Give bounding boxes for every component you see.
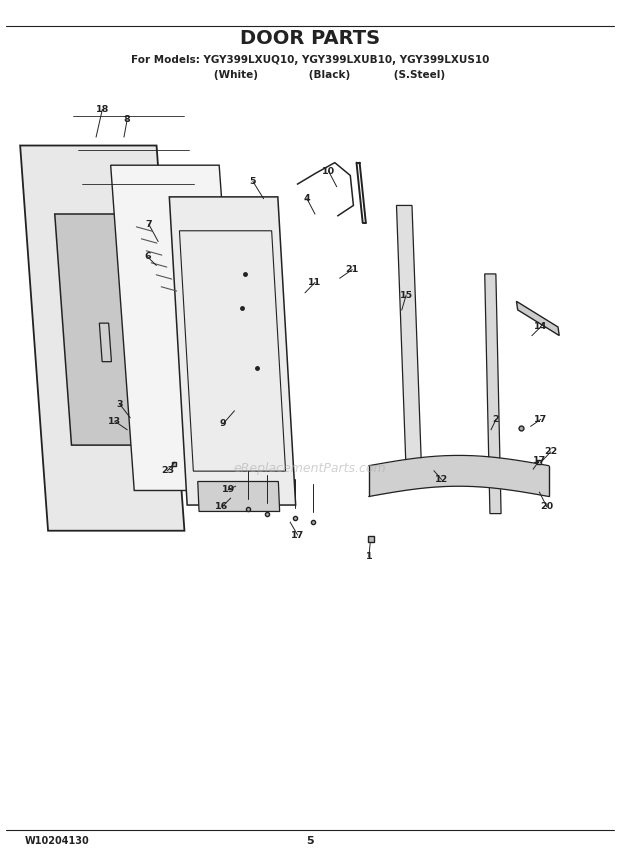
Text: 10: 10 — [322, 167, 335, 175]
Text: 12: 12 — [435, 475, 448, 484]
Polygon shape — [397, 205, 422, 479]
Polygon shape — [99, 324, 112, 361]
Text: 16: 16 — [215, 502, 229, 511]
Text: 7: 7 — [146, 220, 152, 229]
Text: 19: 19 — [221, 485, 235, 494]
Text: 2: 2 — [493, 415, 499, 424]
Text: DOOR PARTS: DOOR PARTS — [240, 29, 380, 48]
Text: 1: 1 — [366, 552, 372, 561]
Text: 8: 8 — [124, 116, 130, 124]
Text: 6: 6 — [144, 253, 151, 261]
Text: 4: 4 — [304, 194, 310, 203]
Text: 22: 22 — [544, 448, 557, 456]
Text: 13: 13 — [108, 417, 122, 425]
Polygon shape — [55, 214, 156, 445]
Text: W10204130: W10204130 — [25, 835, 89, 846]
Polygon shape — [110, 165, 242, 490]
Text: 14: 14 — [534, 323, 547, 331]
Text: 17: 17 — [534, 415, 547, 424]
Polygon shape — [169, 197, 296, 505]
Text: For Models: YGY399LXUQ10, YGY399LXUB10, YGY399LXUS10: For Models: YGY399LXUQ10, YGY399LXUB10, … — [131, 55, 489, 65]
Polygon shape — [198, 481, 280, 512]
Text: eReplacementParts.com: eReplacementParts.com — [234, 461, 386, 475]
Text: 5: 5 — [250, 177, 256, 186]
Text: 23: 23 — [161, 467, 174, 475]
Polygon shape — [485, 274, 501, 514]
Text: 17: 17 — [291, 531, 304, 539]
Text: 11: 11 — [308, 278, 322, 287]
Text: (White)              (Black)            (S.Steel): (White) (Black) (S.Steel) — [174, 70, 446, 80]
Polygon shape — [20, 146, 185, 531]
Text: 18: 18 — [95, 105, 109, 114]
Text: 15: 15 — [399, 291, 413, 300]
Text: 5: 5 — [306, 835, 314, 846]
Text: 20: 20 — [540, 502, 554, 511]
Polygon shape — [516, 301, 559, 336]
Text: 3: 3 — [117, 400, 123, 408]
Text: 9: 9 — [220, 419, 226, 428]
Text: 17: 17 — [533, 456, 546, 465]
Text: 21: 21 — [345, 265, 359, 274]
